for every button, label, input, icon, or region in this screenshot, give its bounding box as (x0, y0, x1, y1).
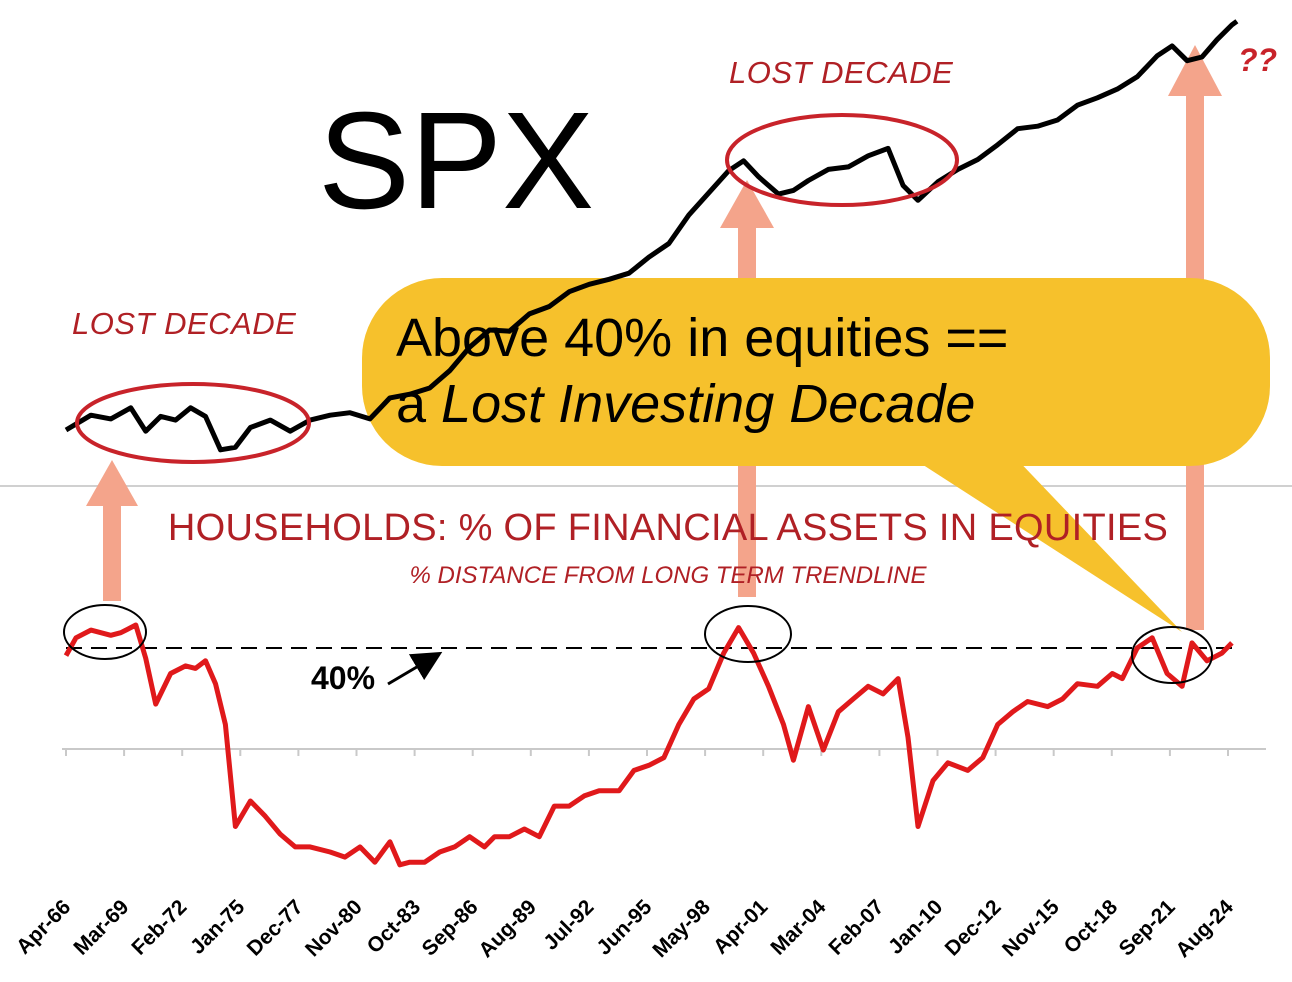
equity-line (63, 622, 1234, 868)
lost-decade-label-1: LOST DECADE (72, 306, 297, 341)
callout-line-1: Above 40% in equities == (396, 308, 1009, 368)
peak-circle-2001 (704, 605, 792, 663)
lost-decade-label-2: LOST DECADE (729, 55, 954, 90)
peak-circle-2021 (1131, 626, 1213, 684)
threshold-pointer-arrow (387, 651, 443, 686)
callout-line-2-italic: Lost Investing Decade (441, 374, 976, 434)
chart-title: HOUSEHOLDS: % OF FINANCIAL ASSETS IN EQU… (167, 507, 1169, 549)
arrow-1969 (86, 460, 138, 601)
threshold-label: 40% (311, 660, 376, 696)
lost-decade-ellipse-1 (75, 382, 311, 464)
callout-bubble (362, 278, 1270, 632)
spx-line (64, 19, 1239, 453)
chart-subtitle: % DISTANCE FROM LONG TERM TRENDLINE (409, 562, 927, 589)
callout-line-2: a Lost Investing Decade (396, 371, 1256, 437)
callout-text: Above 40% in equities == a Lost Investin… (396, 305, 1256, 437)
lost-decade-ellipse-2 (725, 113, 959, 207)
x-axis-ticks (65, 749, 1229, 756)
spx-title: SPX (318, 84, 595, 238)
callout-line-2-prefix: a (396, 374, 442, 434)
question-marks: ?? (1238, 42, 1278, 78)
peak-circle-1969 (63, 604, 147, 660)
